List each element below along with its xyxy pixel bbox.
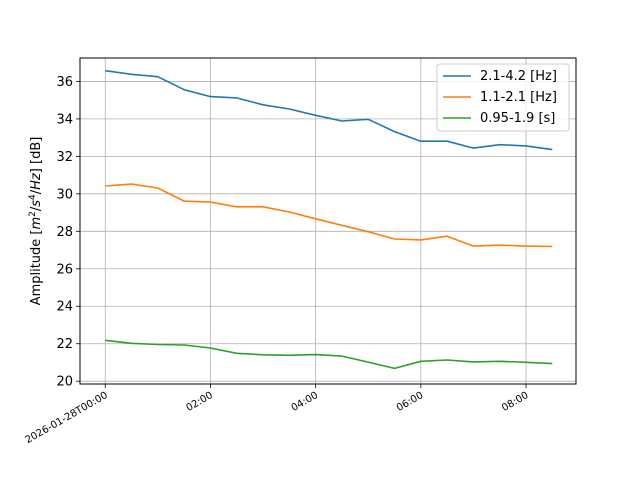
y-tick-label: 28: [56, 225, 73, 240]
legend-label-series-2: 1.1-2.1 [Hz]: [480, 90, 557, 105]
y-tick-label: 32: [56, 150, 73, 165]
legend-label-series-1: 2.1-4.2 [Hz]: [480, 69, 557, 84]
series-line-3: [105, 339, 553, 370]
grid-lines: [80, 58, 576, 384]
plot-area-frame: [79, 57, 577, 385]
y-tick-label: 36: [56, 75, 73, 90]
series-line-2: [105, 183, 553, 248]
y-tick-label: 30: [56, 187, 73, 202]
y-tick-label: 20: [56, 375, 73, 390]
plot-lines: [105, 69, 553, 370]
y-axis-label: Amplitude [m2/s4/Hz] [dB]: [28, 137, 44, 306]
y-tick-label: 24: [56, 300, 73, 315]
y-tick-label: 34: [56, 112, 73, 127]
y-tick-label: 22: [56, 337, 73, 352]
legend-box: [436, 63, 570, 132]
legend: 2.1-4.2 [Hz] 1.1-2.1 [Hz] 0.95-1.9 [s]: [436, 63, 570, 132]
y-tick-label: 26: [56, 262, 73, 277]
series-line-1: [105, 69, 553, 151]
legend-label-series-3: 0.95-1.9 [s]: [480, 111, 555, 126]
